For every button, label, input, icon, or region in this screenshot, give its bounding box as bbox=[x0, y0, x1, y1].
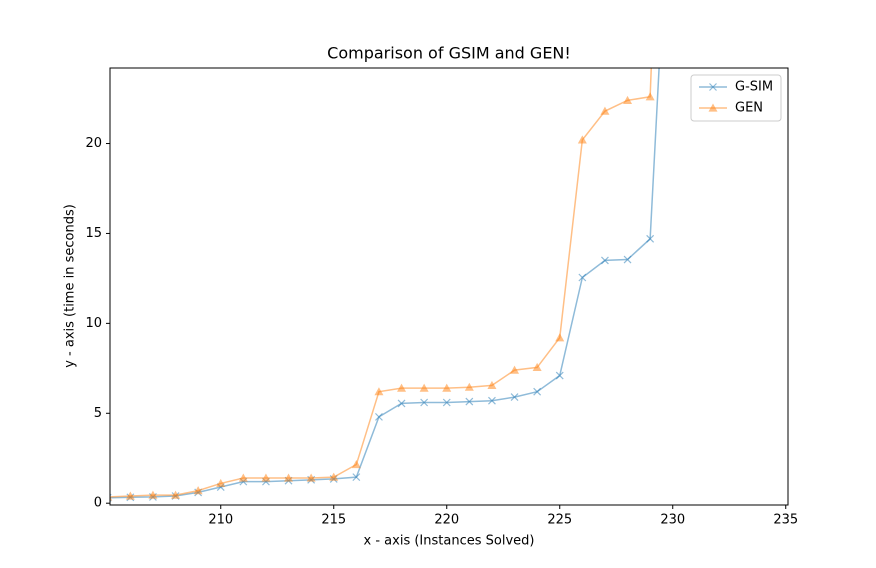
triangle-marker bbox=[329, 472, 339, 481]
triangle-marker bbox=[419, 383, 429, 392]
x-marker bbox=[646, 234, 655, 243]
series-line bbox=[110, 68, 660, 499]
triangle-marker bbox=[464, 382, 474, 391]
x-tick-label: 235 bbox=[773, 513, 798, 528]
triangle-marker bbox=[374, 387, 384, 396]
y-axis-label: y - axis (time in seconds) bbox=[63, 204, 78, 368]
legend-label: G-SIM bbox=[735, 80, 773, 95]
series-line bbox=[110, 68, 653, 498]
x-marker bbox=[442, 398, 451, 407]
triangle-marker bbox=[708, 103, 718, 112]
x-marker bbox=[623, 255, 632, 264]
x-tick-label: 225 bbox=[547, 513, 572, 528]
axes-frame bbox=[109, 67, 789, 506]
y-tick-label: 5 bbox=[94, 406, 102, 421]
triangle-marker bbox=[532, 362, 542, 372]
y-tick-label: 20 bbox=[85, 136, 102, 151]
triangle-marker bbox=[397, 383, 407, 392]
plot-area bbox=[110, 68, 660, 502]
triangle-marker bbox=[442, 383, 452, 392]
triangle-marker bbox=[555, 333, 565, 342]
x-marker bbox=[465, 397, 474, 406]
triangle-marker bbox=[284, 473, 294, 482]
triangle-marker bbox=[577, 135, 587, 144]
triangle-marker bbox=[261, 473, 271, 482]
triangle-marker bbox=[351, 460, 361, 469]
x-marker bbox=[510, 393, 519, 402]
x-marker bbox=[420, 398, 429, 407]
x-marker bbox=[375, 412, 383, 421]
x-marker bbox=[488, 396, 496, 405]
x-marker bbox=[601, 256, 609, 265]
x-tick-label: 210 bbox=[208, 513, 233, 528]
y-tick-label: 15 bbox=[85, 226, 102, 241]
x-tick-label: 220 bbox=[434, 513, 459, 528]
triangle-marker bbox=[193, 486, 203, 495]
x-tick-label: 215 bbox=[321, 513, 346, 528]
triangle-marker bbox=[171, 490, 181, 499]
triangle-marker bbox=[125, 491, 135, 500]
x-marker bbox=[533, 387, 542, 396]
triangle-marker bbox=[148, 490, 158, 499]
triangle-marker bbox=[510, 365, 520, 374]
triangle-marker bbox=[645, 92, 655, 101]
legend-label: GEN bbox=[735, 101, 763, 116]
x-marker bbox=[397, 399, 406, 408]
triangle-marker bbox=[238, 473, 248, 482]
y-tick-label: 10 bbox=[85, 316, 102, 331]
x-marker bbox=[709, 83, 717, 91]
x-marker bbox=[555, 371, 564, 380]
y-tick-label: 0 bbox=[94, 496, 102, 511]
triangle-marker bbox=[487, 380, 497, 390]
x-marker bbox=[352, 473, 361, 482]
triangle-marker bbox=[600, 106, 610, 115]
triangle-marker bbox=[216, 478, 226, 488]
x-tick-label: 230 bbox=[660, 513, 685, 528]
x-axis-label: x - axis (Instances Solved) bbox=[364, 534, 535, 549]
triangle-marker bbox=[623, 95, 633, 104]
chart-title: Comparison of GSIM and GEN! bbox=[327, 44, 571, 63]
x-marker bbox=[578, 273, 587, 282]
triangle-marker bbox=[306, 473, 316, 482]
triangle-marker bbox=[110, 496, 113, 501]
